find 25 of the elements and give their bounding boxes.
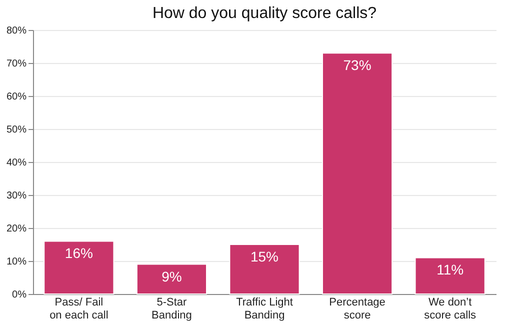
y-tick-label: 20% (6, 224, 27, 234)
y-tick-label: 80% (6, 26, 27, 36)
y-tick-label: 30% (6, 190, 27, 202)
data-label: 9% (162, 268, 182, 284)
x-tick-label: We don’t score calls (424, 296, 477, 322)
bar (44, 240, 114, 294)
bar (229, 244, 300, 294)
data-label: 11% (436, 262, 464, 278)
y-tick-label: 40% (6, 158, 27, 168)
x-tick-label: Traffic Light Banding (236, 296, 293, 322)
chart-title: How do you quality score calls? (152, 5, 377, 22)
data-label: 16% (64, 245, 93, 262)
y-tick-label: 60% (6, 92, 27, 102)
y-tick-label: 70% (6, 58, 27, 70)
x-tick-label: Percentage score (329, 296, 386, 322)
bar (414, 257, 486, 294)
data-label: 15% (250, 248, 279, 264)
y-tick-label: 50% (6, 124, 27, 136)
bar (136, 264, 208, 294)
bar (322, 52, 393, 294)
x-tick-label: Pass/ Fail on each call (50, 296, 108, 322)
x-tick-label: 5-Star Banding (152, 296, 192, 322)
y-tick-label: 10% (6, 256, 27, 268)
data-label: 73% (343, 57, 372, 74)
y-tick-label: 0% (12, 290, 27, 300)
